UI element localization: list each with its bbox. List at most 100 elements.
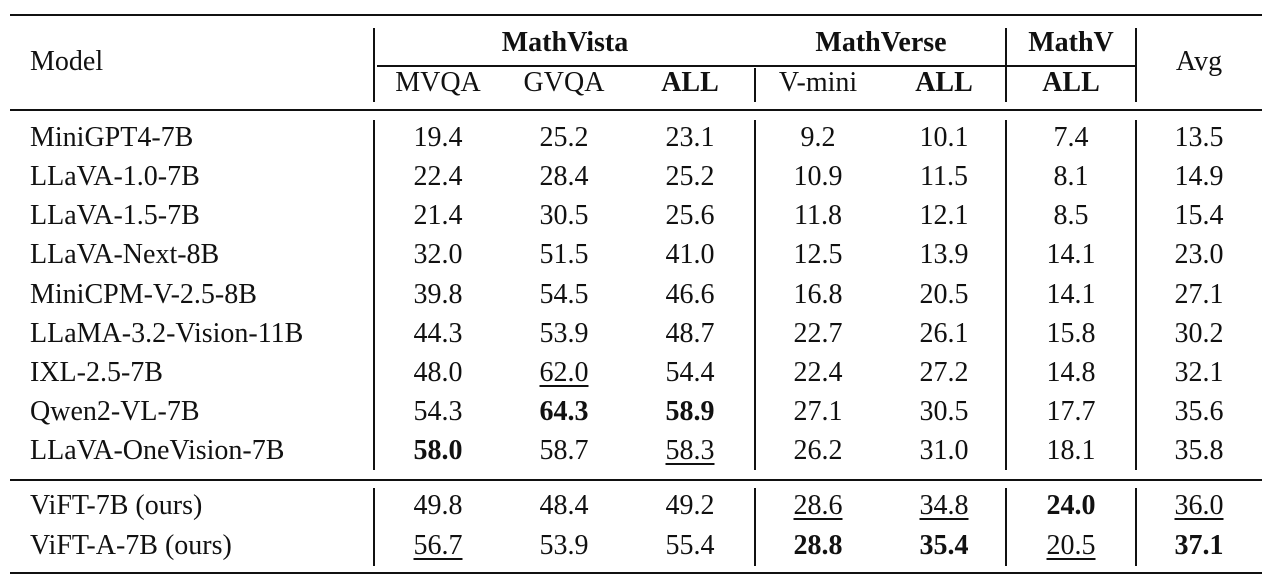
value-cell: 54.5 — [539, 279, 589, 310]
value-cell: 62.0 — [539, 357, 589, 388]
value-cell: 48.4 — [539, 490, 589, 521]
value-cell: 10.9 — [793, 161, 843, 192]
value-cell: 56.7 — [413, 530, 463, 561]
value-cell: 22.4 — [793, 357, 843, 388]
value-cell: 28.6 — [793, 490, 843, 521]
value-cell: 41.0 — [665, 239, 715, 270]
value-cell: 15.8 — [1046, 318, 1096, 349]
section-rule — [10, 479, 1262, 481]
value-cell: 26.2 — [793, 435, 843, 466]
value-cell: 34.8 — [919, 490, 969, 521]
value-cell: 49.2 — [665, 490, 715, 521]
value-cell: 10.1 — [919, 122, 969, 153]
value-cell: 46.6 — [665, 279, 715, 310]
model-name-cell: Qwen2-VL-7B — [30, 396, 200, 427]
value-cell: 53.9 — [539, 318, 589, 349]
value-cell: 15.4 — [1174, 200, 1224, 231]
value-cell: 37.1 — [1174, 530, 1224, 561]
value-cell: 53.9 — [539, 530, 589, 561]
value-cell: 27.1 — [1174, 279, 1224, 310]
value-cell: 8.5 — [1053, 200, 1089, 231]
value-cell: 58.0 — [413, 435, 463, 466]
value-cell: 22.7 — [793, 318, 843, 349]
subheader-mvqa: MVQA — [395, 67, 481, 98]
value-cell: 22.4 — [413, 161, 463, 192]
value-cell: 32.0 — [413, 239, 463, 270]
value-cell: 30.5 — [919, 396, 969, 427]
value-cell: 20.5 — [1046, 530, 1096, 561]
value-cell: 21.4 — [413, 200, 463, 231]
value-cell: 14.1 — [1046, 239, 1096, 270]
value-cell: 12.1 — [919, 200, 969, 231]
vline-model-ours — [373, 488, 375, 566]
value-cell: 64.3 — [539, 396, 589, 427]
top-rule — [10, 14, 1262, 16]
value-cell: 30.5 — [539, 200, 589, 231]
value-cell: 9.2 — [800, 122, 836, 153]
value-cell: 24.0 — [1046, 490, 1096, 521]
model-name-cell: LLaVA-1.0-7B — [30, 161, 200, 192]
model-name-cell: ViFT-7B (ours) — [30, 490, 203, 521]
vline-mathv — [1135, 28, 1137, 102]
vline-mathverse-body — [1005, 120, 1007, 470]
vline-mathv-ours — [1135, 488, 1137, 566]
value-cell: 30.2 — [1174, 318, 1224, 349]
value-cell: 20.5 — [919, 279, 969, 310]
value-cell: 14.1 — [1046, 279, 1096, 310]
vline-mathv-body — [1135, 120, 1137, 470]
vline-mathvista — [754, 68, 756, 102]
model-column-header: Model — [30, 46, 104, 77]
mathv-cmidrule — [1007, 65, 1137, 67]
value-cell: 11.5 — [920, 161, 968, 192]
mathvista-cmidrule — [377, 65, 757, 67]
mathverse-group-header: MathVerse — [815, 27, 947, 58]
model-name-cell: IXL-2.5-7B — [30, 357, 163, 388]
value-cell: 32.1 — [1174, 357, 1224, 388]
value-cell: 25.6 — [665, 200, 715, 231]
value-cell: 48.0 — [413, 357, 463, 388]
value-cell: 48.7 — [665, 318, 715, 349]
value-cell: 23.1 — [665, 122, 715, 153]
value-cell: 16.8 — [793, 279, 843, 310]
value-cell: 58.9 — [665, 396, 715, 427]
value-cell: 25.2 — [539, 122, 589, 153]
value-cell: 31.0 — [919, 435, 969, 466]
value-cell: 19.4 — [413, 122, 463, 153]
subheader-gvqa: GVQA — [523, 67, 605, 98]
model-name-cell: MiniCPM-V-2.5-8B — [30, 279, 257, 310]
model-name-cell: LLaMA-3.2-Vision-11B — [30, 318, 304, 349]
value-cell: 28.8 — [793, 530, 843, 561]
value-cell: 39.8 — [413, 279, 463, 310]
value-cell: 13.5 — [1174, 122, 1224, 153]
mathvista-group-header: MathVista — [501, 27, 629, 58]
value-cell: 7.4 — [1053, 122, 1089, 153]
subheader-mathvista-all: ALL — [661, 67, 719, 98]
model-name-cell: LLaVA-1.5-7B — [30, 200, 200, 231]
value-cell: 35.6 — [1174, 396, 1224, 427]
header-rule — [10, 109, 1262, 111]
value-cell: 35.8 — [1174, 435, 1224, 466]
vline-mathverse-ours — [1005, 488, 1007, 566]
value-cell: 44.3 — [413, 318, 463, 349]
value-cell: 49.8 — [413, 490, 463, 521]
value-cell: 11.8 — [794, 200, 842, 231]
value-cell: 58.3 — [665, 435, 715, 466]
bottom-rule — [10, 572, 1262, 574]
model-name-cell: LLaVA-OneVision-7B — [30, 435, 285, 466]
value-cell: 26.1 — [919, 318, 969, 349]
value-cell: 25.2 — [665, 161, 715, 192]
value-cell: 55.4 — [665, 530, 715, 561]
value-cell: 35.4 — [919, 530, 969, 561]
value-cell: 58.7 — [539, 435, 589, 466]
value-cell: 27.2 — [919, 357, 969, 388]
vline-model — [373, 28, 375, 102]
value-cell: 14.9 — [1174, 161, 1224, 192]
subheader-vmini: V-mini — [778, 67, 858, 98]
value-cell: 13.9 — [919, 239, 969, 270]
value-cell: 14.8 — [1046, 357, 1096, 388]
model-name-cell: ViFT-A-7B (ours) — [30, 530, 232, 561]
model-name-cell: LLaVA-Next-8B — [30, 239, 220, 270]
vline-mathverse — [1005, 28, 1007, 102]
value-cell: 54.4 — [665, 357, 715, 388]
value-cell: 51.5 — [539, 239, 589, 270]
